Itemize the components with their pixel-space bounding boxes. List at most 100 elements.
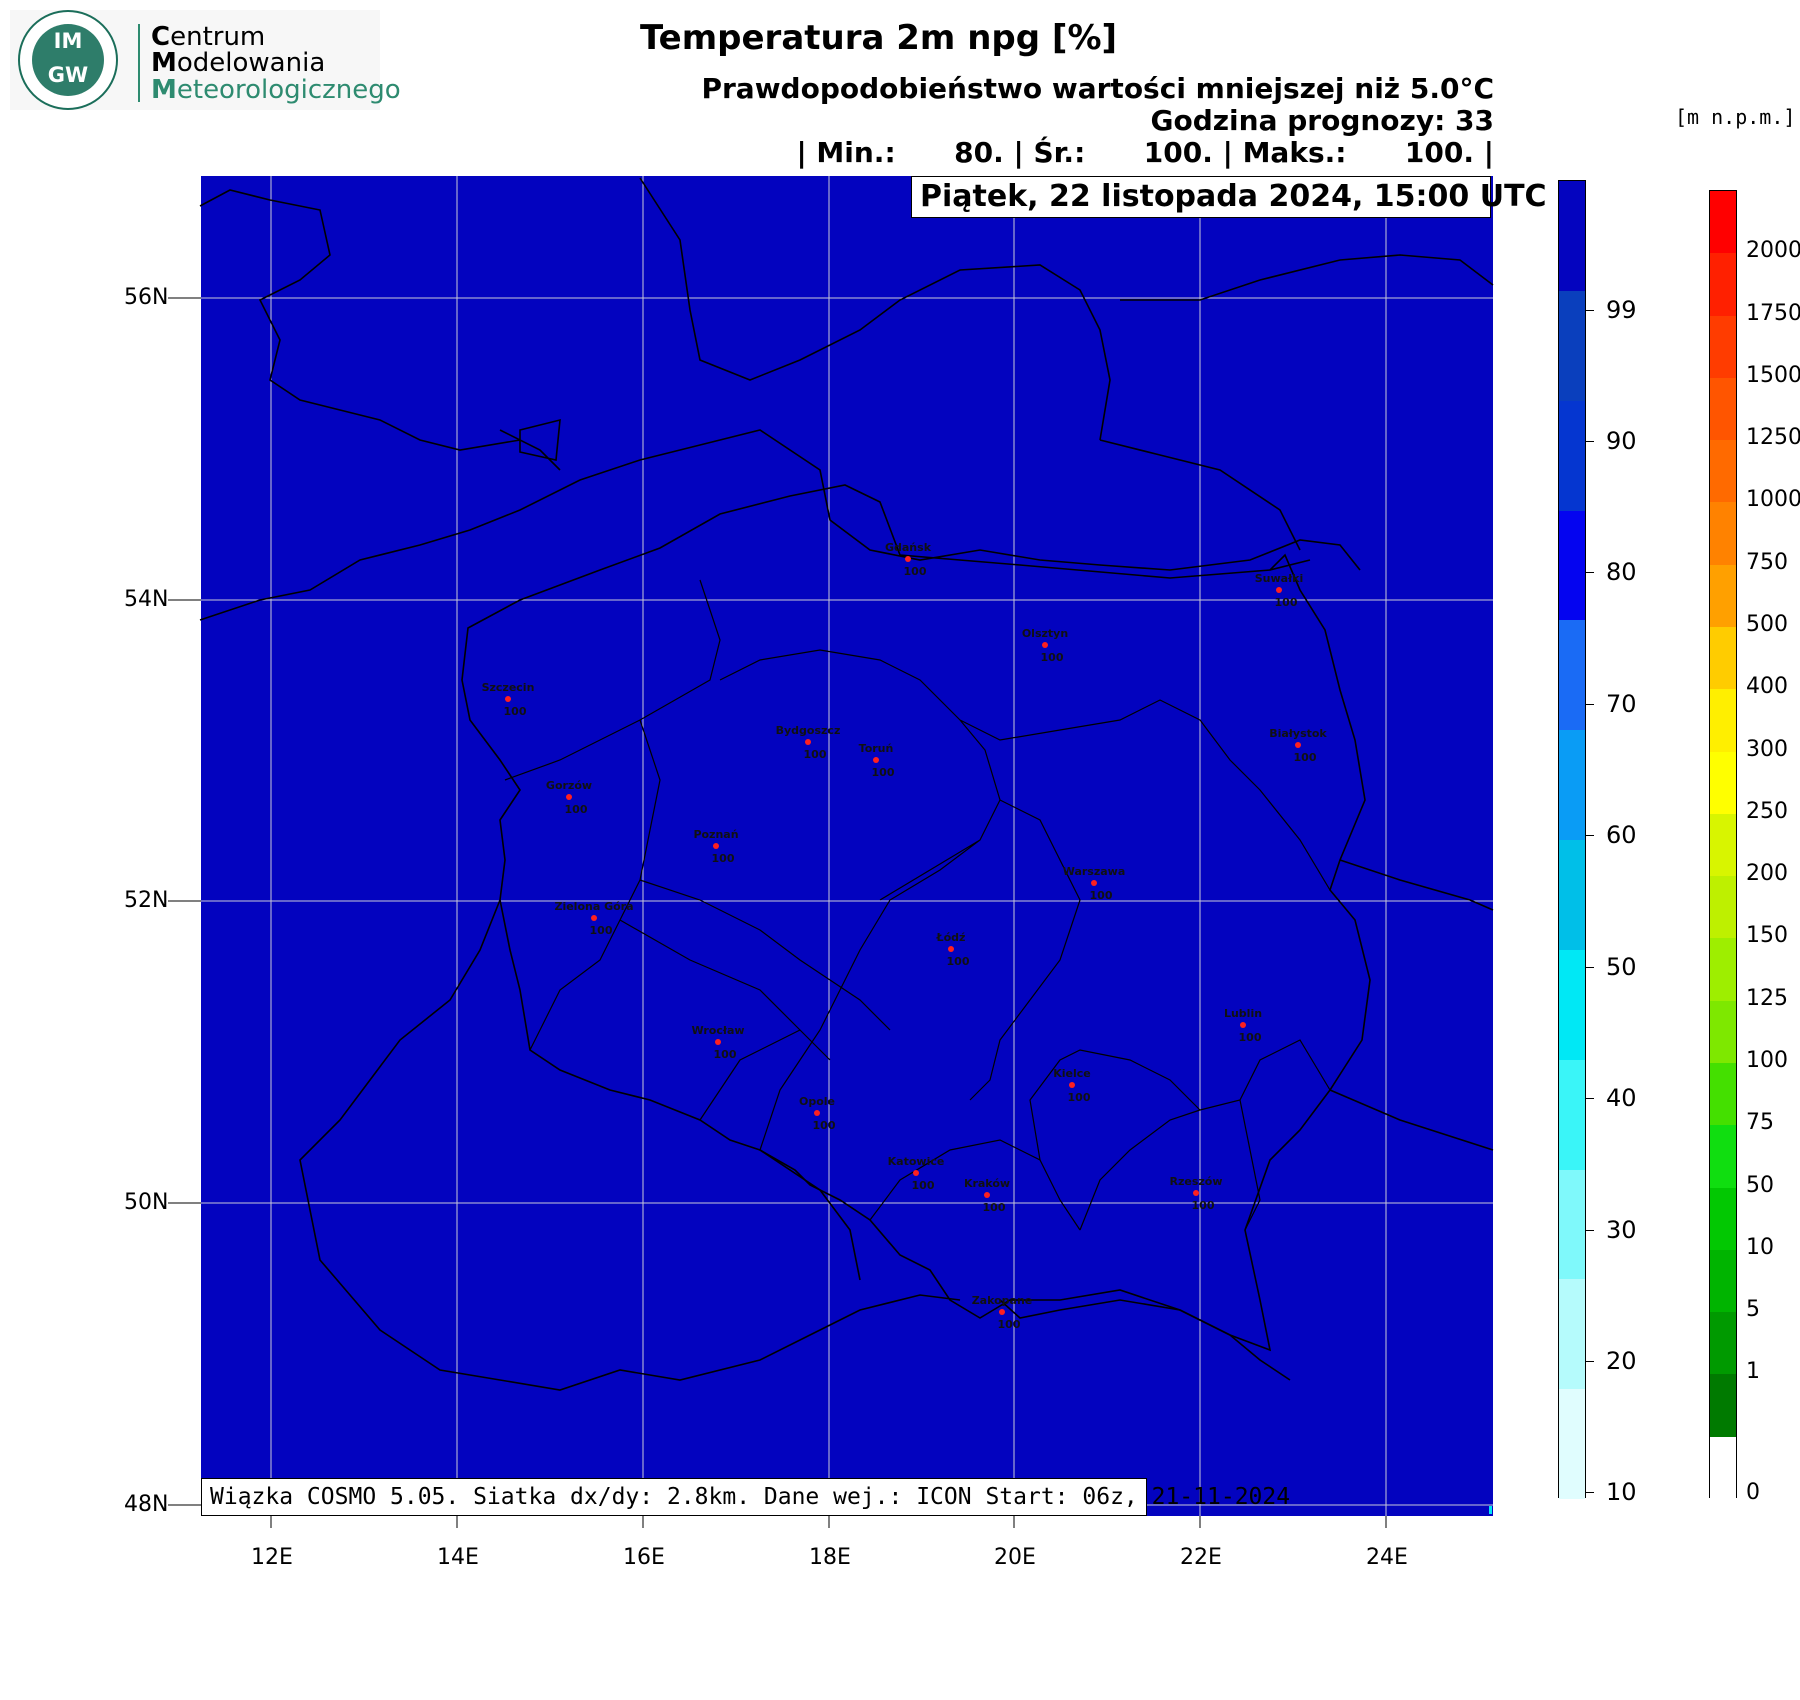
- city-marker: Rzeszów 100: [1169, 1175, 1222, 1212]
- colorbar-segment: [1710, 1436, 1736, 1500]
- height-label: 75: [1746, 1110, 1774, 1136]
- city-dot: [1295, 742, 1301, 748]
- lon-label: 18E: [809, 1545, 851, 1570]
- lon-label: 22E: [1180, 1545, 1222, 1570]
- colorbar-tick: [1586, 1492, 1594, 1493]
- lon-label: 20E: [994, 1545, 1036, 1570]
- height-label: 0: [1746, 1480, 1760, 1505]
- city-dot: [948, 946, 954, 952]
- city-name: Olsztyn: [1022, 627, 1068, 640]
- colorbar-label: 20: [1606, 1347, 1637, 1375]
- height-label: 5: [1746, 1297, 1760, 1323]
- colorbar-label: 10: [1606, 1478, 1637, 1506]
- colorbar-tick: [1586, 704, 1594, 705]
- city-name: Rzeszów: [1169, 1175, 1222, 1188]
- colorbar-segment: [1710, 1125, 1736, 1189]
- height-label: 300: [1746, 736, 1788, 762]
- height-label: 250: [1746, 798, 1788, 824]
- city-value: 100: [1294, 751, 1317, 764]
- lat-label: 48N: [124, 1492, 169, 1517]
- city-value: 100: [1068, 1091, 1091, 1104]
- colorbar-label: 90: [1606, 427, 1637, 455]
- city-name: Katowice: [888, 1155, 945, 1168]
- height-label: 1750: [1746, 300, 1800, 326]
- colorbar-segment: [1559, 730, 1585, 841]
- colorbar-segment: [1710, 253, 1736, 317]
- city-name: Białystok: [1269, 727, 1327, 740]
- city-marker: Poznań 100: [693, 828, 738, 865]
- colorbar-label: 80: [1606, 558, 1637, 586]
- city-dot: [1193, 1190, 1199, 1196]
- colorbar-label: 99: [1606, 296, 1637, 324]
- baltic-coast: [199, 254, 1494, 621]
- colorbar-tick: [1586, 1230, 1594, 1231]
- city-value: 100: [998, 1318, 1021, 1331]
- colorbar-label: 60: [1606, 821, 1637, 849]
- colorbar-segment: [1710, 191, 1736, 254]
- city-dot: [984, 1192, 990, 1198]
- model-info-box: Wiązka COSMO 5.05. Siatka dx/dy: 2.8km. …: [201, 1478, 1290, 1516]
- colorbar-label: 70: [1606, 690, 1637, 718]
- colorbar-label: 30: [1606, 1216, 1637, 1244]
- city-value: 100: [912, 1179, 935, 1192]
- city-value: 100: [1239, 1031, 1262, 1044]
- colorbar-tick: [1586, 1098, 1594, 1099]
- city-dot: [905, 556, 911, 562]
- city-marker: Kraków 100: [964, 1177, 1010, 1214]
- city-marker: Suwałki 100: [1255, 572, 1304, 609]
- lat-label: 56N: [124, 285, 169, 310]
- city-value: 100: [1041, 651, 1064, 664]
- colorbar-segment: [1710, 502, 1736, 566]
- lon-label: 12E: [251, 1545, 293, 1570]
- city-marker: Gorzów 100: [546, 779, 592, 816]
- logo-block: IM GW Centrum Modelowania Meteorologiczn…: [10, 10, 401, 110]
- city-marker: Łódź 100: [936, 931, 970, 968]
- city-name: Suwałki: [1255, 572, 1304, 585]
- imgw-logo-mark: IM GW: [32, 24, 104, 96]
- city-marker: Kielce 100: [1053, 1067, 1091, 1104]
- city-marker: Zielona Góra 100: [554, 900, 633, 937]
- colorbar-tick: [1586, 835, 1594, 836]
- city-value: 100: [947, 955, 970, 968]
- city-value: 100: [1090, 889, 1113, 902]
- city-dot: [505, 696, 511, 702]
- city-name: Łódź: [936, 931, 966, 944]
- city-dot: [873, 757, 879, 763]
- colorbar-segment: [1710, 1374, 1736, 1438]
- colorbar-segment: [1710, 1312, 1736, 1375]
- colorbar-segment: [1710, 689, 1736, 753]
- colorbar-segment: [1710, 1187, 1736, 1251]
- city-value: 100: [504, 705, 527, 718]
- city-name: Poznań: [693, 828, 738, 841]
- city-marker: Bydgoszcz 100: [776, 724, 841, 761]
- colorbar-segment: [1559, 400, 1585, 511]
- city-value: 100: [804, 748, 827, 761]
- colorbar-segment: [1559, 290, 1585, 402]
- date-box: Piątek, 22 listopada 2024, 15:00 UTC: [911, 176, 1547, 218]
- city-marker: Opole 100: [799, 1095, 836, 1132]
- height-label: 100: [1746, 1048, 1788, 1073]
- city-value: 100: [712, 852, 735, 865]
- city-marker: Katowice 100: [888, 1155, 945, 1192]
- height-label: 150: [1746, 923, 1788, 949]
- city-dot: [566, 794, 572, 800]
- height-label: 2000: [1746, 238, 1800, 264]
- colorbar-segment: [1559, 181, 1585, 292]
- colorbar-segment: [1559, 949, 1585, 1061]
- colorbar-tick: [1586, 310, 1594, 311]
- city-dot: [999, 1309, 1005, 1315]
- city-marker: Białystok 100: [1269, 727, 1327, 764]
- height-label: 500: [1746, 612, 1788, 637]
- height-label: 1: [1746, 1359, 1760, 1385]
- colorbar-segment: [1710, 315, 1736, 379]
- city-value: 100: [714, 1048, 737, 1061]
- axis-ticks: [168, 297, 1387, 1528]
- city-dot: [1240, 1022, 1246, 1028]
- city-dot: [1069, 1082, 1075, 1088]
- city-name: Gdańsk: [885, 541, 932, 554]
- map-subtitle: Prawdopodobieństwo wartości mniejszej ni…: [701, 72, 1494, 105]
- czech-slovak-border: [299, 899, 1291, 1391]
- city-dot: [1276, 587, 1282, 593]
- height-label: 1500: [1746, 362, 1800, 388]
